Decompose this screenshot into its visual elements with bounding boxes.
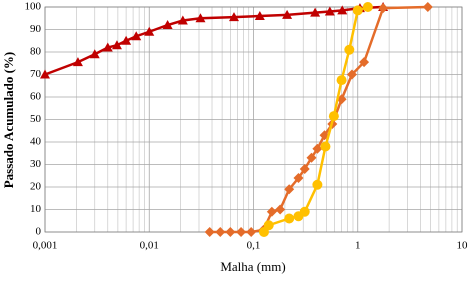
x-tick-label: 1 — [355, 240, 361, 252]
marker — [144, 26, 155, 36]
marker — [344, 44, 355, 55]
marker — [284, 184, 295, 195]
marker — [275, 204, 286, 215]
marker — [204, 227, 215, 237]
marker — [254, 11, 265, 20]
marker — [378, 3, 389, 14]
marker — [195, 13, 206, 23]
marker — [215, 227, 226, 237]
marker — [299, 206, 310, 217]
marker — [336, 75, 347, 86]
marker — [162, 20, 173, 29]
marker — [102, 42, 113, 52]
marker — [263, 220, 274, 231]
x-tick-label: 0,1 — [247, 240, 261, 252]
marker — [310, 7, 321, 17]
marker — [121, 35, 132, 45]
marker — [362, 2, 373, 12]
y-tick-label: 90 — [30, 23, 42, 35]
x-tick-label: 0,001 — [33, 240, 58, 252]
marker — [293, 173, 304, 183]
x-tick-label: 0,01 — [140, 240, 159, 252]
marker — [306, 152, 317, 163]
y-axis-title: Passado Acumulado (%) — [1, 52, 16, 189]
marker — [328, 111, 339, 122]
marker — [299, 164, 310, 174]
marker — [111, 40, 122, 50]
marker — [352, 5, 363, 16]
marker — [312, 179, 323, 190]
marker — [282, 9, 293, 19]
marker — [324, 6, 335, 16]
marker — [266, 206, 277, 217]
x-axis-title: Malha (mm) — [220, 259, 285, 274]
marker — [177, 15, 188, 25]
marker — [236, 227, 247, 237]
marker — [422, 2, 433, 12]
y-tick-label: 60 — [30, 91, 42, 103]
y-tick-label: 0 — [36, 226, 42, 238]
marker — [346, 69, 357, 80]
marker — [312, 143, 323, 154]
marker — [246, 227, 257, 237]
marker — [320, 141, 331, 152]
marker — [89, 49, 100, 59]
marker — [284, 213, 295, 224]
marker — [225, 227, 236, 237]
marker — [337, 5, 348, 15]
y-tick-label: 50 — [30, 113, 42, 125]
marker — [72, 57, 83, 67]
marker — [131, 31, 142, 41]
marker — [359, 57, 370, 68]
marker — [40, 69, 50, 79]
marker — [228, 12, 239, 22]
y-tick-label: 40 — [30, 136, 42, 148]
x-tick-label: 10 — [457, 240, 469, 252]
series-line — [44, 5, 384, 76]
y-tick-label: 20 — [30, 181, 42, 193]
y-tick-label: 80 — [30, 46, 42, 58]
y-tick-label: 100 — [25, 1, 42, 13]
y-tick-label: 30 — [30, 158, 42, 170]
y-tick-label: 10 — [30, 203, 42, 215]
y-tick-label: 70 — [30, 68, 42, 80]
